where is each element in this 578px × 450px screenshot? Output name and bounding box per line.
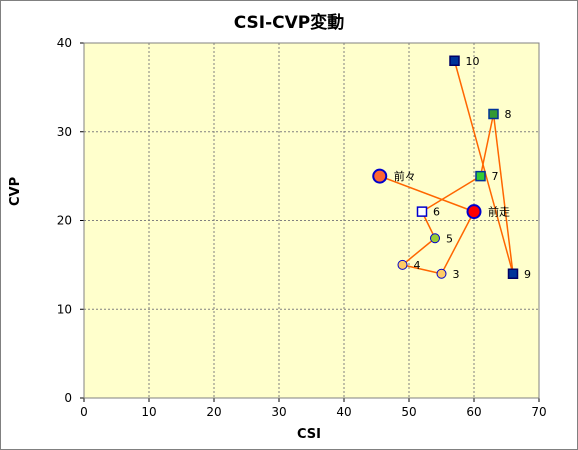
data-point-label: 3 — [453, 268, 460, 281]
plot-border — [83, 42, 540, 399]
x-tick-label: 0 — [80, 405, 88, 419]
x-tick-label: 20 — [206, 405, 221, 419]
series-line-segment — [379, 175, 475, 213]
data-point-label: 4 — [414, 259, 421, 272]
series-line-segment — [492, 113, 514, 274]
x-tick-label: 60 — [466, 405, 481, 419]
data-point — [397, 259, 408, 270]
x-tick-label: 30 — [271, 405, 286, 419]
data-point — [507, 268, 519, 279]
data-point-label: 10 — [466, 55, 480, 68]
series-line-segment — [402, 264, 442, 275]
x-axis-label: CSI — [297, 427, 321, 442]
plot-area — [84, 43, 539, 398]
x-tick-label: 50 — [401, 405, 416, 419]
data-point — [449, 55, 460, 66]
data-point — [466, 204, 482, 220]
data-point — [430, 233, 440, 244]
data-point-label: 7 — [492, 170, 499, 183]
x-tick-label: 10 — [141, 405, 156, 419]
data-point-label: 前走 — [488, 205, 510, 219]
data-point-label: 8 — [505, 108, 512, 121]
y-tick-label: 10 — [57, 302, 72, 316]
y-tick-label: 20 — [57, 214, 72, 228]
data-point — [488, 108, 499, 120]
data-point — [372, 168, 388, 184]
series-line-segment — [440, 211, 475, 275]
data-point — [475, 170, 486, 182]
data-point-label: 5 — [446, 232, 453, 245]
x-tick-label: 70 — [531, 405, 546, 419]
series-line-segment — [402, 237, 436, 266]
y-tick-label: 40 — [57, 36, 72, 50]
series-line-segment — [421, 175, 481, 213]
y-tick-label: 30 — [57, 125, 72, 139]
data-point-label: 9 — [524, 268, 531, 281]
data-point — [436, 268, 447, 279]
series-line-segment — [453, 60, 514, 274]
data-point — [416, 206, 428, 217]
data-point-label: 6 — [433, 206, 440, 219]
x-tick-label: 40 — [336, 405, 351, 419]
data-point-label: 前々 — [394, 169, 416, 183]
y-tick-label: 0 — [64, 391, 72, 405]
chart-title: CSI-CVP変動 — [233, 13, 345, 33]
